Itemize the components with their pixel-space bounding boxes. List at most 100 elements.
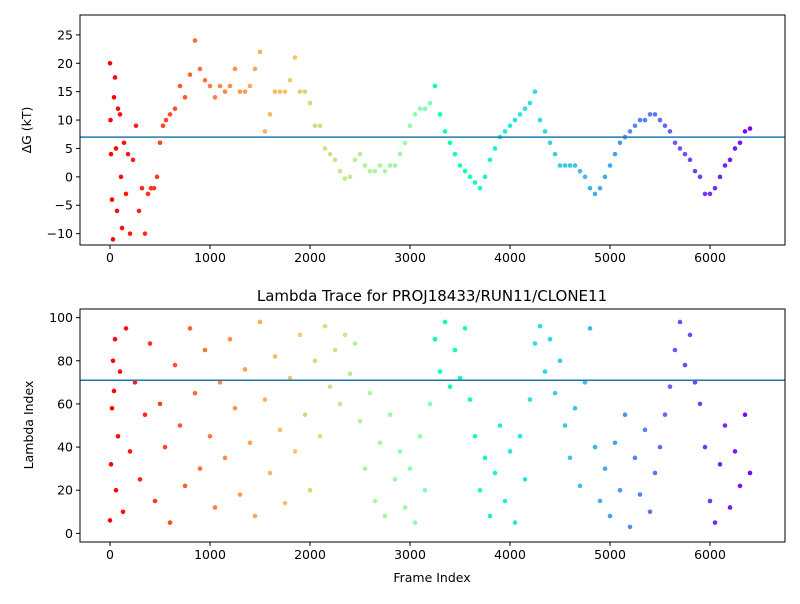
- delta-g-data-point: [347, 174, 353, 180]
- delta-g-data-point: [582, 174, 588, 180]
- lambda-data-point: [337, 401, 343, 407]
- delta-g-data-point: [647, 112, 653, 117]
- delta-g-data-point: [502, 129, 508, 134]
- lambda-ylabel: Lambda Index: [21, 381, 36, 470]
- delta-g-data-point: [617, 140, 623, 146]
- delta-g-data-point: [114, 208, 120, 214]
- lambda-data-point: [327, 384, 333, 389]
- lambda-data-point: [617, 487, 623, 493]
- delta-g-data-point: [192, 38, 198, 43]
- delta-g-data-point: [367, 168, 373, 174]
- lambda-data-point: [657, 444, 663, 450]
- lambda-data-point: [747, 470, 753, 476]
- delta-g-data-point: [652, 112, 658, 117]
- delta-g-data-point: [477, 185, 483, 191]
- lambda-data-point: [332, 347, 338, 353]
- delta-g-ytick-label: 20: [57, 56, 73, 71]
- lambda-data-point: [557, 358, 563, 364]
- lambda-ytick-label: 20: [57, 483, 73, 498]
- lambda-data-point: [492, 470, 498, 476]
- delta-g-data-point: [702, 191, 708, 197]
- lambda-data-point: [362, 466, 368, 471]
- delta-g-data-point: [602, 174, 608, 180]
- delta-g-panel: 0 1000 2000 3000 4000 5000 6000 −10 −5 0 5 10 15 20 25…: [19, 14, 786, 265]
- lambda-data-point: [707, 498, 713, 504]
- delta-g-data-point: [337, 168, 343, 174]
- delta-g-data-point: [467, 174, 473, 180]
- lambda-data-point: [587, 326, 593, 331]
- delta-g-data-point: [462, 168, 468, 174]
- delta-g-data-point: [312, 123, 318, 129]
- lambda-data-point: [702, 444, 708, 450]
- lambda-data-point: [482, 455, 488, 461]
- delta-g-data-point: [151, 185, 157, 191]
- lambda-data-point: [222, 455, 228, 461]
- lambda-data-point: [697, 401, 703, 407]
- lambda-data-point: [162, 444, 168, 450]
- delta-g-data-point: [112, 75, 118, 80]
- lambda-data-point: [532, 341, 538, 346]
- lambda-data-point: [717, 462, 723, 467]
- lambda-data-point: [432, 336, 438, 342]
- lambda-data-point: [272, 354, 278, 359]
- lambda-xlabel: Frame Index: [393, 570, 470, 585]
- lambda-data-point: [157, 401, 163, 407]
- lambda-data-point: [397, 449, 403, 454]
- lambda-ytick-label: 80: [57, 353, 73, 368]
- lambda-data-point: [307, 487, 313, 493]
- delta-g-data-point: [632, 123, 638, 129]
- lambda-data-point: [622, 412, 628, 418]
- delta-g-data-point: [627, 129, 633, 134]
- delta-g-data-point: [113, 146, 119, 151]
- delta-g-data-point: [123, 191, 129, 197]
- delta-g-data-point: [592, 191, 598, 197]
- delta-g-data-point: [237, 89, 243, 94]
- lambda-data-point: [322, 323, 328, 329]
- delta-g-data-point: [118, 174, 124, 180]
- lambda-data-point: [547, 336, 553, 342]
- delta-g-data-point: [672, 140, 678, 146]
- lambda-data-point: [342, 332, 348, 338]
- delta-g-data-point: [577, 168, 583, 174]
- lambda-data-point: [182, 483, 188, 489]
- delta-g-data-point: [297, 89, 303, 94]
- delta-g-data-point: [177, 83, 183, 89]
- delta-g-data-point: [110, 237, 116, 242]
- delta-g-data-point: [587, 185, 593, 191]
- lambda-data-point: [497, 423, 503, 428]
- delta-g-data-point: [125, 151, 131, 157]
- delta-g-data-point: [109, 197, 115, 202]
- lambda-data-point: [377, 440, 383, 446]
- lambda-data-point: [297, 332, 303, 338]
- lambda-xtick-label: 3000: [394, 547, 426, 562]
- lambda-data-point: [742, 412, 748, 418]
- lambda-data-point: [652, 470, 658, 476]
- delta-g-data-point: [567, 163, 573, 168]
- delta-g-data-point: [667, 129, 673, 134]
- lambda-data-point: [172, 362, 178, 368]
- delta-g-data-point: [487, 157, 493, 163]
- delta-g-data-point: [272, 89, 278, 94]
- delta-g-data-point: [562, 163, 568, 168]
- lambda-data-point: [677, 319, 683, 325]
- delta-g-data-point: [163, 117, 169, 123]
- delta-g-data-point: [127, 231, 133, 236]
- lambda-data-point: [202, 347, 208, 353]
- lambda-data-point: [562, 423, 568, 428]
- lambda-data-point: [317, 433, 323, 439]
- delta-g-ytick-label: −10: [47, 226, 73, 241]
- lambda-data-point: [447, 384, 453, 389]
- lambda-data-point: [687, 332, 693, 338]
- lambda-data-point: [637, 492, 643, 497]
- delta-g-data-point: [139, 185, 145, 191]
- lambda-xtick-label: 1000: [194, 547, 226, 562]
- lambda-data-point: [167, 520, 173, 525]
- delta-g-data-point: [136, 208, 142, 214]
- lambda-data-point: [132, 380, 138, 385]
- delta-g-data-point: [427, 100, 433, 106]
- delta-g-data-point: [742, 129, 748, 134]
- delta-g-data-point: [130, 157, 136, 163]
- delta-g-data-point: [507, 123, 513, 129]
- lambda-xtick-label: 6000: [694, 547, 726, 562]
- lambda-data-point: [542, 369, 548, 374]
